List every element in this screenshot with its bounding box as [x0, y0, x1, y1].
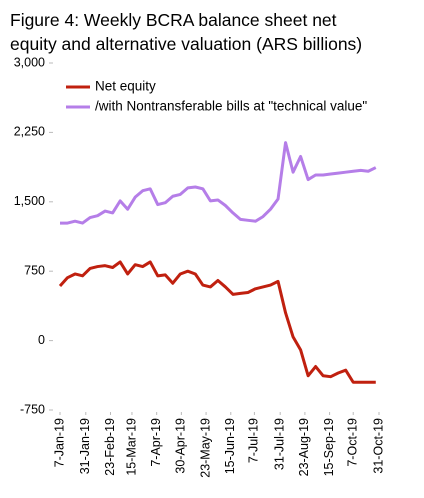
x-tick-label: 7-Jul-19: [247, 418, 261, 463]
y-tick-label: 2,250: [14, 125, 45, 139]
x-tick-label: 30-Apr-19: [174, 418, 188, 474]
y-tick-label: 750: [24, 263, 45, 277]
y-tick-label: 1,500: [14, 194, 45, 208]
x-tick-label: 7-Oct-19: [346, 418, 360, 467]
series-line: [58, 260, 376, 384]
x-tick-label: 31-Jul-19: [272, 418, 286, 470]
x-tick-label: 23-Feb-19: [103, 418, 117, 476]
y-tick-label: -750: [20, 402, 45, 416]
x-tick-label: 7-Apr-19: [149, 418, 163, 467]
legend-label: /with Nontransferable bills at "technica…: [95, 99, 367, 114]
x-tick-label: 31-Jan-19: [78, 418, 92, 474]
series-line: [60, 141, 377, 225]
x-tick-label: 23-May-19: [198, 418, 212, 478]
x-tick-label: 15-Mar-19: [124, 418, 138, 476]
x-tick-label: 15-Sep-19: [322, 418, 336, 476]
chart-title: Figure 4: Weekly BCRA balance sheet net: [10, 10, 337, 30]
chart-title: equity and alternative valuation (ARS bi…: [10, 34, 362, 54]
y-tick-label: 0: [38, 333, 45, 347]
x-tick-label: 7-Jan-19: [52, 418, 66, 467]
y-tick-label: 3,000: [14, 55, 45, 69]
x-tick-label: 31-Oct-19: [371, 418, 385, 474]
x-tick-label: 23-Aug-19: [297, 418, 311, 476]
x-tick-label: 15-Jun-19: [223, 418, 237, 474]
legend-label: Net equity: [95, 79, 156, 94]
